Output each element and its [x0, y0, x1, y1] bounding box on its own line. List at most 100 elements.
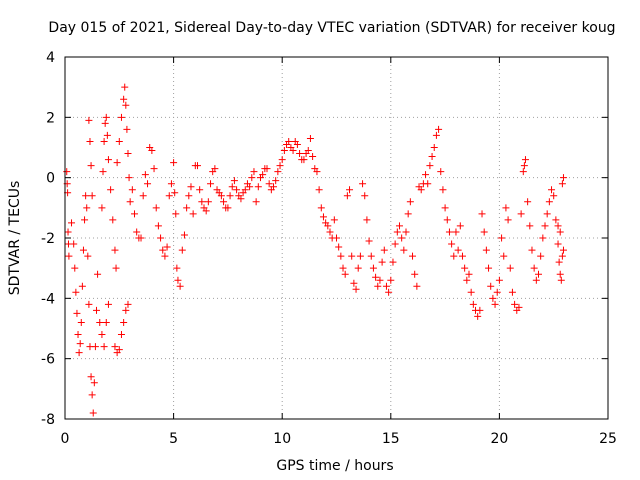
- data-point: [495, 276, 503, 284]
- x-tick-label: 5: [169, 431, 178, 447]
- data-point: [265, 180, 273, 188]
- data-point: [198, 198, 206, 206]
- data-point: [91, 343, 99, 351]
- data-point: [172, 210, 180, 218]
- y-tick-label: -4: [41, 291, 55, 307]
- data-point: [524, 198, 532, 206]
- data-point: [65, 252, 73, 260]
- data-point: [128, 186, 136, 194]
- data-point: [511, 300, 519, 308]
- axis-layer: 0 5 10 15 20 25 -8 -6 -4 -2 0 2 4: [41, 50, 617, 447]
- data-point: [478, 210, 486, 218]
- data-point: [196, 186, 204, 194]
- data-point: [474, 312, 482, 320]
- data-point: [315, 186, 323, 194]
- data-point: [559, 246, 567, 254]
- data-point: [450, 252, 458, 260]
- data-point: [101, 119, 109, 127]
- data-point: [74, 331, 82, 339]
- data-point: [107, 186, 115, 194]
- data-point: [224, 204, 232, 212]
- data-point: [385, 288, 393, 296]
- data-point: [92, 306, 100, 314]
- data-point: [77, 318, 85, 326]
- data-point: [435, 125, 443, 133]
- x-tick-label: 15: [382, 431, 400, 447]
- data-point: [555, 258, 563, 266]
- data-point: [411, 270, 419, 278]
- data-point: [98, 331, 106, 339]
- data-point: [98, 204, 106, 212]
- data-point: [517, 210, 525, 218]
- data-point: [409, 252, 417, 260]
- data-point: [117, 113, 125, 121]
- data-point: [68, 219, 76, 227]
- data-point: [285, 137, 293, 145]
- data-point: [372, 273, 380, 281]
- data-point: [406, 198, 414, 206]
- data-point: [71, 264, 79, 272]
- data-point: [556, 270, 564, 278]
- data-point: [241, 186, 249, 194]
- data-point: [341, 270, 349, 278]
- data-point: [109, 216, 117, 224]
- data-point: [176, 282, 184, 290]
- data-point: [532, 276, 540, 284]
- data-point: [124, 150, 132, 158]
- data-point: [465, 270, 473, 278]
- data-point: [361, 192, 369, 200]
- data-point: [557, 276, 565, 284]
- data-point: [85, 300, 93, 308]
- data-point: [165, 192, 173, 200]
- data-point: [363, 216, 371, 224]
- data-point: [75, 349, 83, 357]
- data-point: [400, 246, 408, 254]
- data-point: [100, 343, 108, 351]
- data-point: [461, 264, 469, 272]
- data-point: [254, 183, 262, 191]
- data-point: [330, 216, 338, 224]
- data-point: [359, 180, 367, 188]
- y-tick-label: 2: [46, 110, 55, 126]
- data-point: [313, 168, 321, 176]
- data-point: [552, 216, 560, 224]
- data-point: [506, 264, 514, 272]
- data-point: [326, 228, 334, 236]
- data-point: [72, 288, 80, 296]
- data-point: [87, 373, 95, 381]
- data-point: [270, 183, 278, 191]
- y-tick-label: 4: [46, 50, 55, 66]
- data-point: [296, 150, 304, 158]
- data-point: [90, 379, 98, 387]
- data-point: [76, 340, 84, 348]
- data-point: [534, 270, 542, 278]
- data-point: [354, 264, 362, 272]
- data-point: [469, 300, 477, 308]
- data-point: [448, 240, 456, 248]
- data-point: [306, 134, 314, 142]
- data-point: [81, 216, 89, 224]
- data-point: [520, 162, 528, 170]
- data-point: [487, 282, 495, 290]
- data-point: [300, 156, 308, 164]
- data-point: [521, 156, 529, 164]
- data-point: [103, 131, 111, 139]
- data-point: [115, 137, 123, 145]
- data-point: [293, 140, 301, 148]
- data-point: [393, 228, 401, 236]
- data-point: [139, 192, 147, 200]
- data-point: [309, 153, 317, 161]
- data-point: [504, 216, 512, 224]
- data-point: [189, 210, 197, 218]
- data-point: [280, 147, 288, 155]
- data-point: [121, 83, 129, 91]
- data-point: [398, 234, 406, 242]
- data-point: [432, 131, 440, 139]
- data-point: [319, 213, 327, 221]
- data-point: [528, 246, 536, 254]
- data-point: [378, 258, 386, 266]
- data-point: [94, 270, 102, 278]
- data-point: [187, 183, 195, 191]
- data-point: [445, 228, 453, 236]
